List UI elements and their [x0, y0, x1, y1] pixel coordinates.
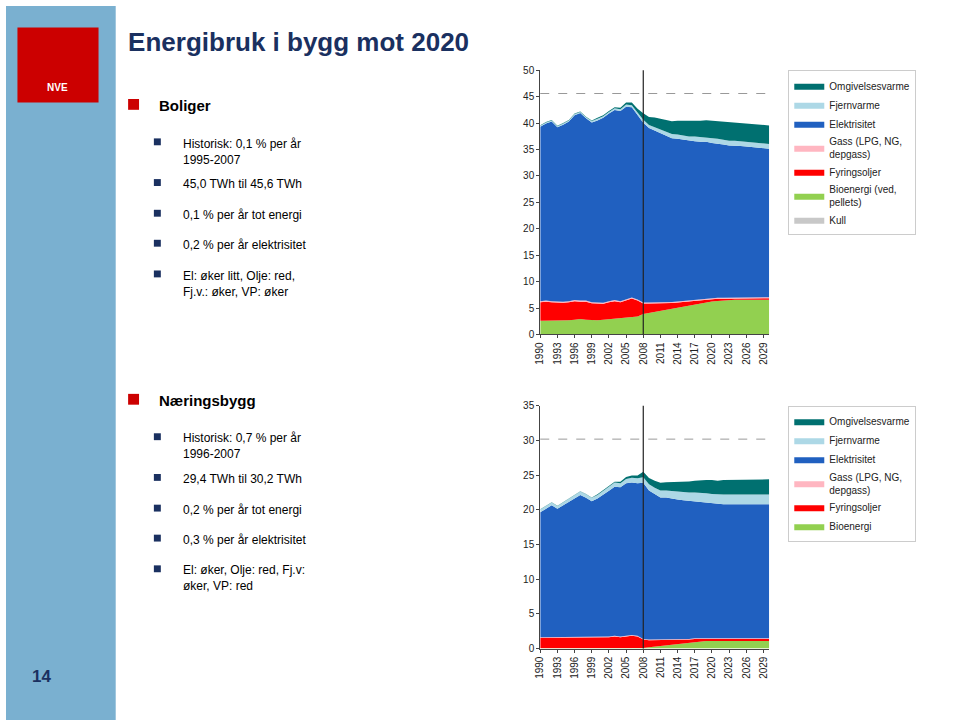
svg-text:29,4 TWh til 30,2 TWh: 29,4 TWh til 30,2 TWh [183, 472, 302, 486]
svg-text:Elektrisitet: Elektrisitet [829, 454, 875, 465]
svg-text:2014: 2014 [672, 656, 683, 679]
svg-text:2017: 2017 [689, 656, 700, 679]
svg-text:1993: 1993 [552, 656, 563, 679]
svg-text:5: 5 [529, 303, 535, 314]
svg-text:1993: 1993 [552, 342, 563, 365]
svg-text:NVE: NVE [47, 82, 68, 93]
svg-text:Gass (LPG, NG,depgass): Gass (LPG, NG,depgass) [829, 472, 902, 496]
svg-text:0: 0 [529, 643, 535, 654]
svg-text:15: 15 [523, 250, 535, 261]
svg-text:2026: 2026 [741, 342, 752, 365]
svg-text:Fyringsoljer: Fyringsoljer [829, 167, 881, 178]
svg-text:1999: 1999 [586, 656, 597, 679]
svg-text:10: 10 [523, 276, 535, 287]
svg-text:1996: 1996 [569, 656, 580, 679]
svg-text:1996: 1996 [569, 342, 580, 365]
svg-text:Omgivelsesvarme: Omgivelsesvarme [829, 81, 909, 92]
svg-text:El: øker litt, Olje: red,Fj.v.: El: øker litt, Olje: red,Fj.v.: øker, VP… [183, 269, 295, 299]
svg-text:0,3 % per år elektrisitet: 0,3 % per år elektrisitet [183, 533, 306, 547]
svg-text:Historisk: 0,1 % per år1995-20: Historisk: 0,1 % per år1995-2007 [183, 137, 301, 167]
svg-text:2008: 2008 [638, 656, 649, 679]
svg-text:1999: 1999 [586, 342, 597, 365]
svg-text:Boliger: Boliger [159, 97, 211, 114]
svg-text:25: 25 [523, 197, 535, 208]
svg-text:40: 40 [523, 118, 535, 129]
svg-text:1990: 1990 [534, 656, 545, 679]
svg-text:2029: 2029 [758, 656, 769, 679]
svg-text:Bioenergi (ved,pellets): Bioenergi (ved,pellets) [829, 184, 896, 208]
svg-text:El: øker, Olje: red, Fj.v:øker: El: øker, Olje: red, Fj.v:øker, VP: red [183, 563, 305, 593]
svg-text:Kull: Kull [829, 215, 846, 226]
svg-text:14: 14 [32, 667, 51, 686]
svg-text:Fjernvarme: Fjernvarme [829, 435, 880, 446]
svg-text:0,2 % per år tot energi: 0,2 % per år tot energi [183, 503, 302, 517]
svg-text:1990: 1990 [534, 342, 545, 365]
svg-text:2014: 2014 [672, 342, 683, 365]
svg-text:Fyringsoljer: Fyringsoljer [829, 502, 881, 513]
svg-text:45: 45 [523, 91, 535, 102]
svg-text:0,1 % per år tot energi: 0,1 % per år tot energi [183, 208, 302, 222]
svg-text:45,0 TWh til 45,6 TWh: 45,0 TWh til 45,6 TWh [183, 177, 302, 191]
svg-text:2011: 2011 [655, 656, 666, 678]
svg-text:30: 30 [523, 170, 535, 181]
svg-text:20: 20 [523, 223, 535, 234]
svg-text:Historisk: 0,7 % per år1996-20: Historisk: 0,7 % per år1996-2007 [183, 431, 301, 461]
svg-text:2029: 2029 [758, 342, 769, 365]
svg-text:15: 15 [523, 539, 535, 550]
svg-text:10: 10 [523, 574, 535, 585]
svg-text:20: 20 [523, 504, 535, 515]
svg-text:0,2 % per år elektrisitet: 0,2 % per år elektrisitet [183, 238, 306, 252]
svg-text:Energibruk i bygg mot 2020: Energibruk i bygg mot 2020 [128, 27, 469, 57]
svg-text:Næringsbygg: Næringsbygg [159, 392, 256, 409]
svg-text:35: 35 [523, 144, 535, 155]
svg-text:2002: 2002 [603, 342, 614, 365]
svg-text:2002: 2002 [603, 656, 614, 679]
svg-text:Gass (LPG, NG,depgass): Gass (LPG, NG,depgass) [829, 136, 902, 160]
svg-text:2008: 2008 [638, 342, 649, 365]
svg-text:2011: 2011 [655, 342, 666, 364]
svg-text:25: 25 [523, 470, 535, 481]
svg-text:30: 30 [523, 435, 535, 446]
svg-text:2017: 2017 [689, 342, 700, 365]
svg-text:2005: 2005 [620, 342, 631, 365]
svg-text:0: 0 [529, 329, 535, 340]
svg-text:50: 50 [523, 65, 535, 76]
svg-text:5: 5 [529, 608, 535, 619]
svg-text:Bioenergi: Bioenergi [829, 521, 871, 532]
svg-text:35: 35 [523, 400, 535, 411]
svg-text:2023: 2023 [723, 656, 734, 679]
svg-text:Fjernvarme: Fjernvarme [829, 100, 880, 111]
svg-text:Omgivelsesvarme: Omgivelsesvarme [829, 416, 909, 427]
svg-text:2005: 2005 [620, 656, 631, 679]
svg-text:2020: 2020 [706, 342, 717, 365]
svg-text:2026: 2026 [741, 656, 752, 679]
svg-text:2020: 2020 [706, 656, 717, 679]
svg-text:Elektrisitet: Elektrisitet [829, 119, 875, 130]
svg-text:2023: 2023 [723, 342, 734, 365]
